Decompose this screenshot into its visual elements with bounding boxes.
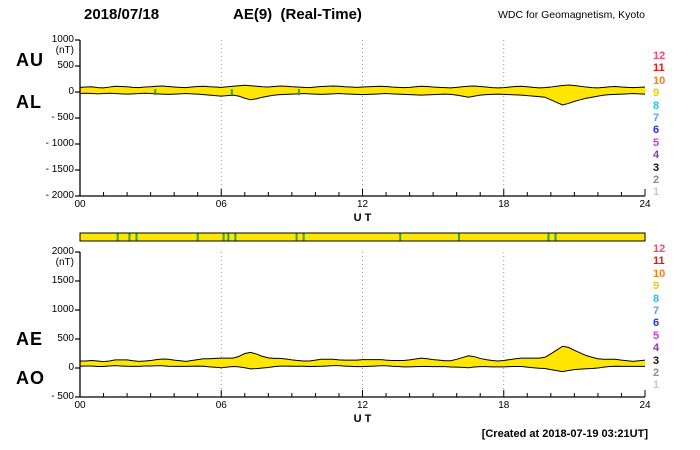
y-tick-label: 0 bbox=[68, 362, 74, 373]
station-count-12: 12 bbox=[653, 243, 666, 255]
y-tick-label: 0 bbox=[68, 86, 74, 97]
station-count-7: 7 bbox=[653, 305, 660, 317]
station-count-11: 11 bbox=[653, 255, 665, 268]
x-tick-label: 00 bbox=[74, 400, 86, 411]
station-count-8: 8 bbox=[653, 99, 660, 112]
x-tick-label: 24 bbox=[639, 400, 651, 411]
axis-label-au: AU bbox=[16, 50, 44, 70]
station-count-9: 9 bbox=[653, 87, 660, 100]
y-tick-label: 500 bbox=[57, 333, 74, 344]
station-count-4: 4 bbox=[653, 149, 660, 162]
station-count-1: 1 bbox=[653, 186, 660, 199]
y-tick-label: 1000 bbox=[51, 304, 74, 315]
created-timestamp: [Created at 2018-07-19 03:21UT] bbox=[481, 428, 648, 440]
x-tick-label: 18 bbox=[498, 199, 510, 210]
station-count-6: 6 bbox=[653, 124, 660, 137]
x-tick-label: 24 bbox=[639, 199, 651, 210]
station-count-10: 10 bbox=[653, 267, 666, 280]
axis-label-al: AL bbox=[16, 92, 42, 112]
x-tick-label: 06 bbox=[215, 400, 227, 411]
station-count-7: 7 bbox=[653, 112, 660, 124]
y-tick-label: - 500 bbox=[51, 391, 74, 402]
x-tick-label: 00 bbox=[74, 199, 86, 210]
station-count-9: 9 bbox=[653, 280, 660, 293]
x-tick-label: 18 bbox=[498, 400, 510, 411]
station-count-3: 3 bbox=[653, 161, 660, 174]
axis-label-ae: AE bbox=[16, 329, 44, 349]
y-tick-label: - 500 bbox=[51, 112, 74, 123]
y-axis-unit: (nT) bbox=[55, 257, 74, 268]
y-tick-label: - 1000 bbox=[45, 138, 74, 149]
station-count-5: 5 bbox=[653, 136, 660, 149]
station-count-5: 5 bbox=[653, 329, 660, 342]
y-tick-label: - 2000 bbox=[45, 190, 74, 201]
station-count-6: 6 bbox=[653, 317, 660, 330]
x-tick-label: 12 bbox=[356, 400, 369, 411]
y-tick-label: 1500 bbox=[51, 275, 74, 286]
plot-date: 2018/07/18 bbox=[84, 6, 160, 23]
station-count-12: 12 bbox=[653, 50, 666, 62]
station-count-8: 8 bbox=[653, 292, 660, 305]
y-axis-unit: (nT) bbox=[55, 45, 74, 56]
x-axis-title: U T bbox=[353, 413, 372, 425]
axis-label-ao: AO bbox=[16, 368, 45, 388]
x-tick-label: 12 bbox=[356, 199, 369, 210]
y-tick-label: 1000 bbox=[51, 34, 74, 45]
station-count-11: 11 bbox=[653, 62, 665, 75]
station-count-10: 10 bbox=[653, 74, 666, 87]
x-axis-title: U T bbox=[353, 212, 372, 224]
data-source-credit: WDC for Geomagnetism, Kyoto bbox=[497, 9, 645, 21]
station-count-4: 4 bbox=[653, 342, 660, 355]
station-count-2: 2 bbox=[653, 174, 660, 186]
x-tick-label: 06 bbox=[215, 199, 227, 210]
plot-title: AE(9) (Real-Time) bbox=[233, 6, 362, 23]
station-count-3: 3 bbox=[653, 354, 660, 367]
station-count-1: 1 bbox=[653, 379, 660, 392]
y-tick-label: 2000 bbox=[51, 246, 74, 257]
y-tick-label: - 1500 bbox=[45, 164, 74, 175]
y-tick-label: 500 bbox=[57, 60, 74, 71]
station-count-2: 2 bbox=[653, 367, 660, 379]
